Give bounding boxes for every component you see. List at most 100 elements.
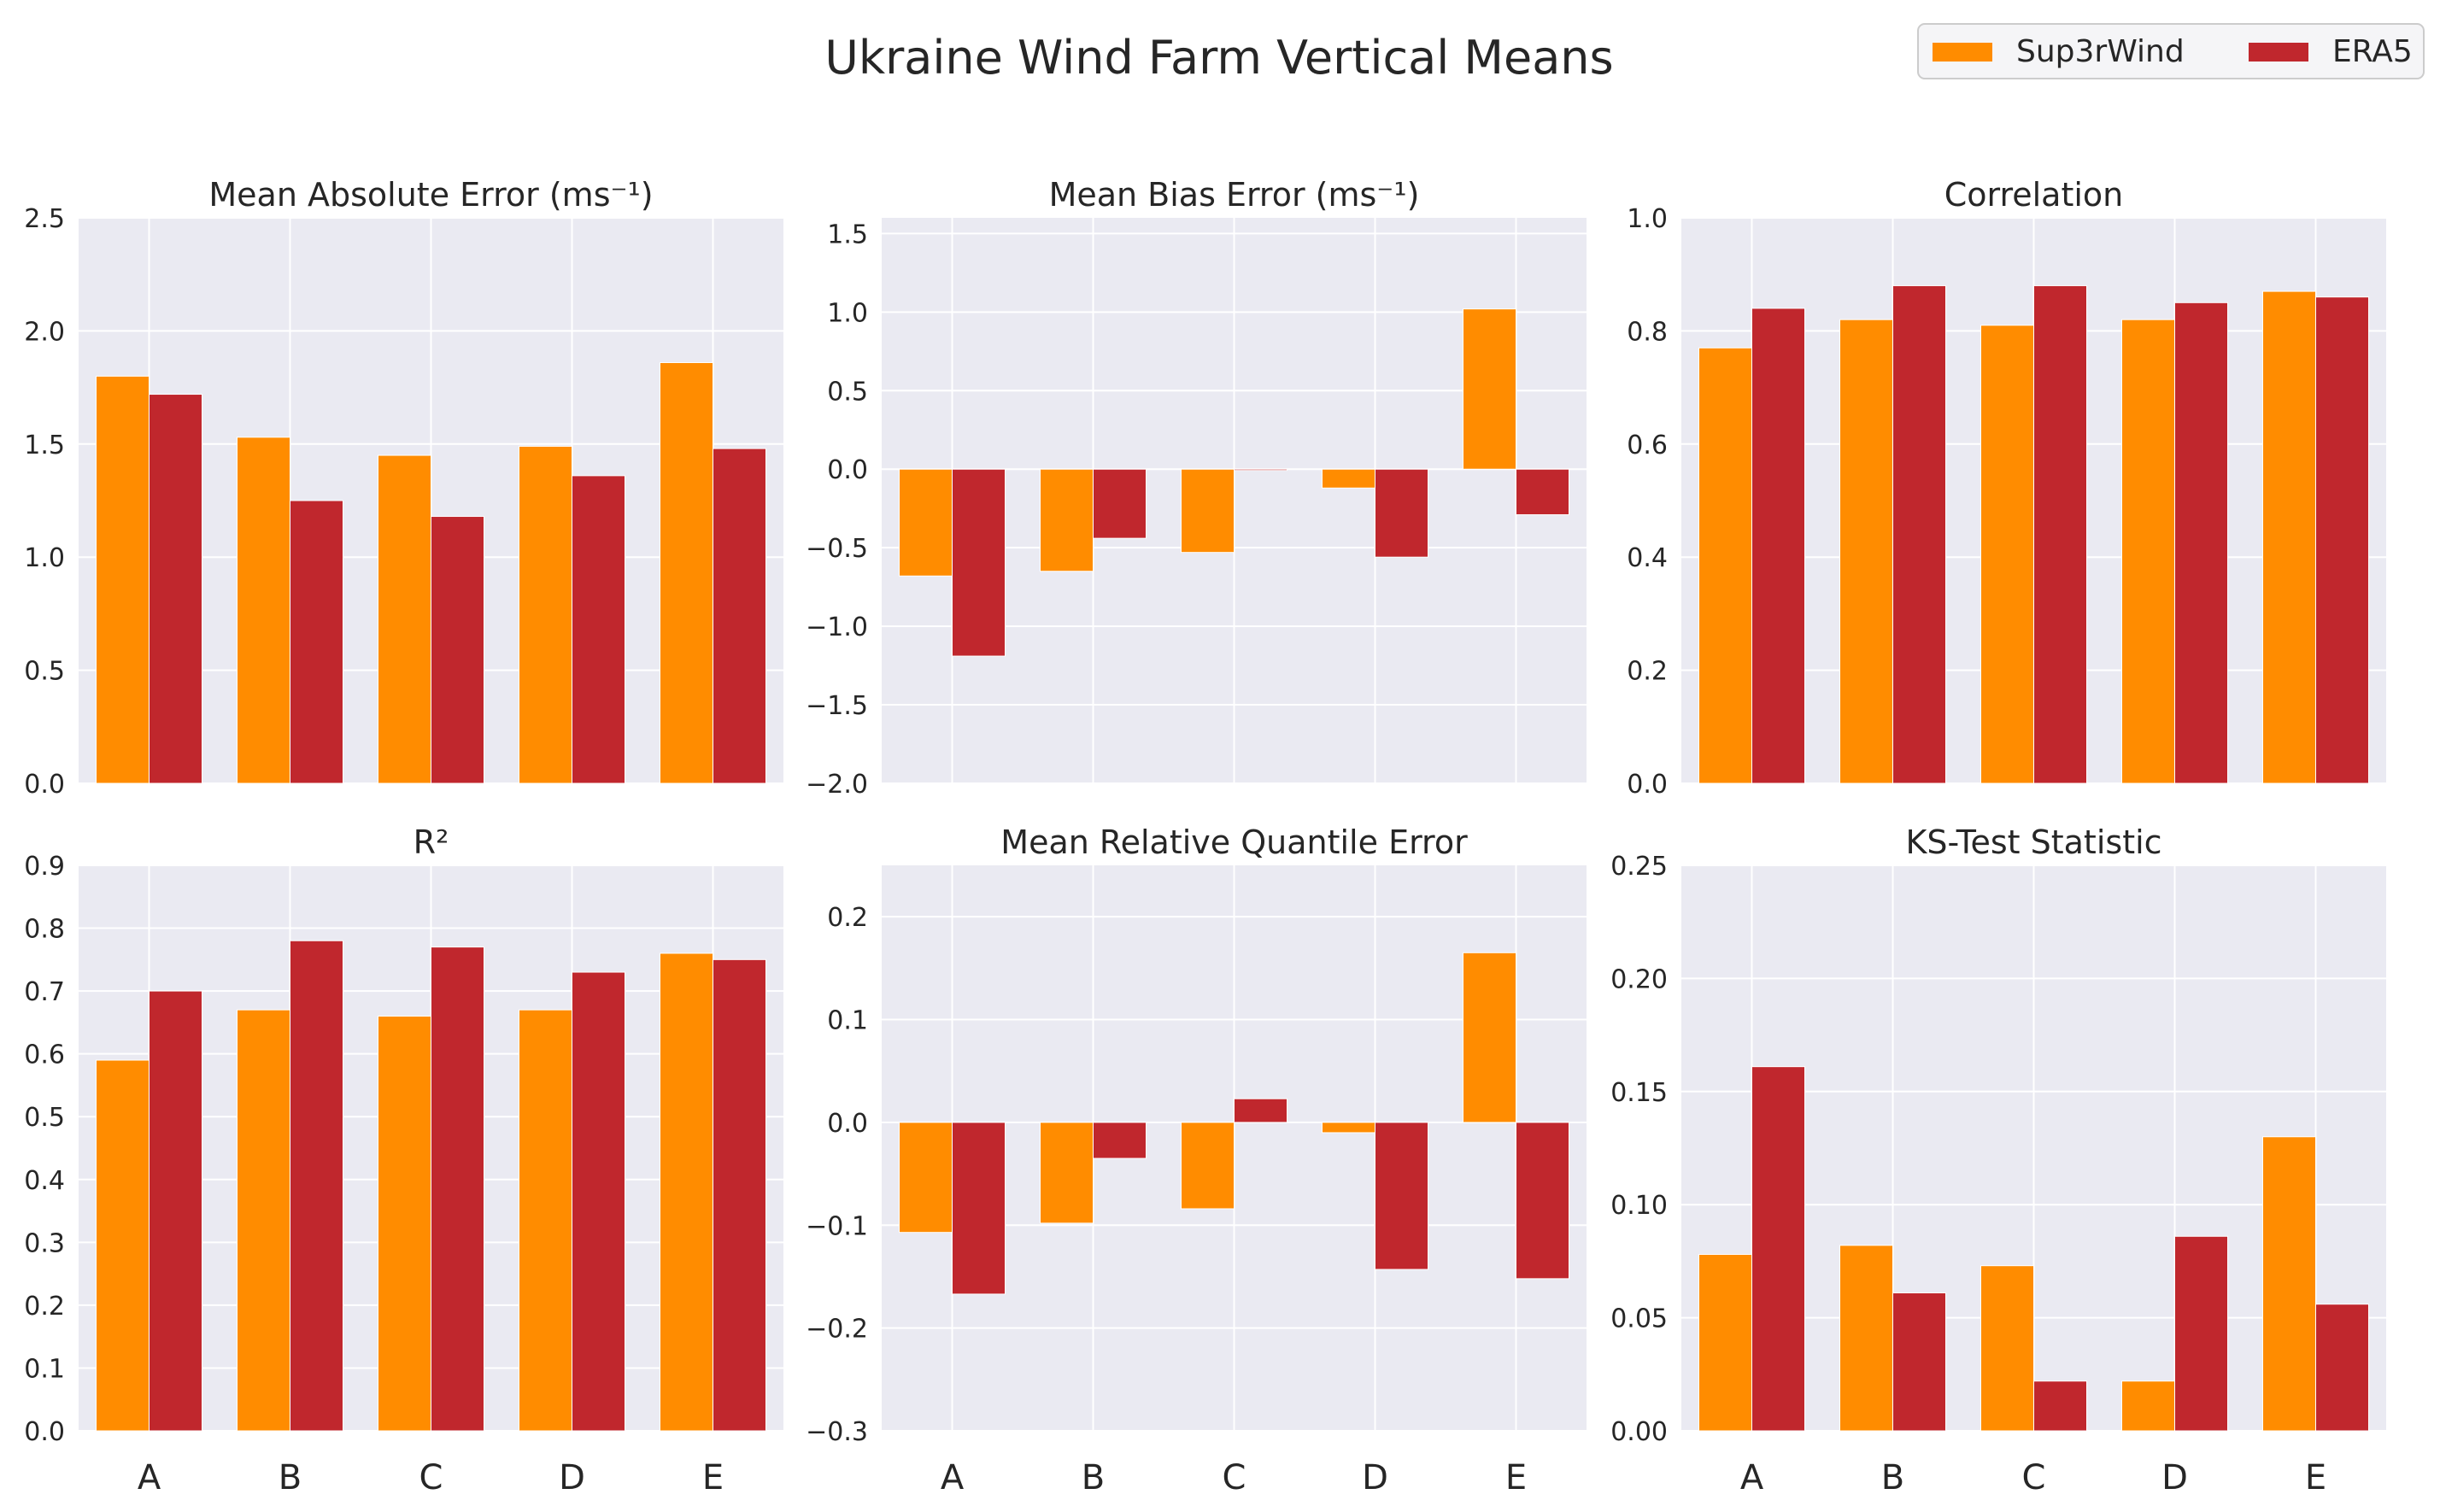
y-tick-label: 0.2 bbox=[24, 1292, 65, 1322]
y-tick-label: 0.0 bbox=[827, 455, 868, 485]
x-tick-label: C bbox=[419, 1458, 443, 1497]
y-tick-label: 0.5 bbox=[24, 657, 65, 687]
y-tick-label: −0.3 bbox=[806, 1417, 868, 1447]
x-tick-label: D bbox=[559, 1458, 585, 1497]
y-tick-label: 0.20 bbox=[1610, 964, 1668, 994]
x-tick-label: B bbox=[1881, 1458, 1904, 1497]
y-tick-label: 0.1 bbox=[24, 1354, 65, 1384]
bar-era5-a bbox=[1751, 308, 1805, 784]
bar-sup3rwind-a bbox=[899, 1122, 953, 1234]
y-tick-label: 0.0 bbox=[1627, 770, 1668, 800]
panel-title: Mean Bias Error (ms⁻¹) bbox=[1049, 176, 1420, 214]
y-tick-label: 0.4 bbox=[24, 1166, 65, 1196]
bar-sup3rwind-e bbox=[1463, 952, 1516, 1123]
bar-era5-d bbox=[572, 971, 625, 1432]
panel-title: R² bbox=[414, 823, 449, 861]
x-tick-label: E bbox=[2305, 1458, 2326, 1497]
y-tick-label: 1.0 bbox=[1627, 204, 1668, 234]
bar-era5-c bbox=[431, 946, 484, 1432]
panel-mrqe: −0.3 −0.2 −0.1 0.0 0.1 0.2 Mean Relative Quant… bbox=[806, 823, 1587, 1497]
panel-title: Mean Relative Quantile Error bbox=[1000, 823, 1468, 861]
y-tick-label: 0.05 bbox=[1610, 1304, 1668, 1334]
bar-sup3rwind-d bbox=[1322, 1122, 1375, 1134]
bar-sup3rwind-b bbox=[1839, 319, 1893, 784]
legend-swatch-era5 bbox=[2249, 43, 2308, 62]
bar-era5-e bbox=[2315, 296, 2369, 784]
y-tick-label: 0.6 bbox=[24, 1040, 65, 1070]
y-tick-label: 0.7 bbox=[24, 977, 65, 1007]
bar-era5-d bbox=[2174, 1235, 2228, 1432]
y-tick-label: 1.5 bbox=[827, 220, 868, 249]
y-tick-label: 1.0 bbox=[24, 543, 65, 573]
legend-swatch-sup3rwind bbox=[1933, 43, 1992, 62]
y-tick-label: 0.25 bbox=[1610, 852, 1668, 882]
panel-title: Mean Absolute Error (ms⁻¹) bbox=[208, 176, 653, 214]
bar-sup3rwind-c bbox=[1980, 325, 2034, 784]
bar-sup3rwind-b bbox=[237, 1009, 290, 1432]
bar-sup3rwind-e bbox=[660, 361, 713, 784]
bar-era5-e bbox=[713, 958, 766, 1432]
x-tick-label: D bbox=[1362, 1458, 1388, 1497]
y-tick-label: 0.5 bbox=[827, 377, 868, 407]
bar-era5-e bbox=[713, 448, 766, 784]
x-tick-label: A bbox=[138, 1458, 161, 1497]
bar-sup3rwind-c bbox=[378, 454, 431, 784]
y-tick-label: 2.0 bbox=[24, 317, 65, 347]
bar-era5-d bbox=[1375, 1122, 1428, 1270]
bar-era5-c bbox=[2033, 1380, 2087, 1432]
bar-sup3rwind-e bbox=[1463, 308, 1516, 470]
bar-era5-b bbox=[290, 940, 343, 1432]
bar-sup3rwind-a bbox=[96, 375, 150, 784]
bar-era5-b bbox=[1892, 284, 1946, 784]
y-tick-label: 0.0 bbox=[24, 770, 65, 800]
x-tick-label: E bbox=[1505, 1458, 1527, 1497]
legend-label-sup3rwind: Sup3rWind bbox=[2016, 34, 2185, 69]
y-tick-label: 1.0 bbox=[827, 298, 868, 328]
bar-sup3rwind-d bbox=[519, 1009, 572, 1432]
x-tick-label: C bbox=[1223, 1458, 1246, 1497]
bar-sup3rwind-c bbox=[1980, 1265, 2034, 1432]
bar-era5-a bbox=[149, 394, 202, 784]
y-tick-label: 0.4 bbox=[1627, 543, 1668, 573]
bar-era5-b bbox=[1892, 1292, 1946, 1432]
y-tick-label: −0.2 bbox=[806, 1315, 868, 1345]
bar-sup3rwind-e bbox=[660, 952, 713, 1432]
x-tick-label: A bbox=[941, 1458, 965, 1497]
bar-era5-e bbox=[1516, 468, 1569, 516]
x-tick-label: B bbox=[279, 1458, 302, 1497]
bar-era5-d bbox=[572, 475, 625, 784]
bar-sup3rwind-b bbox=[1839, 1245, 1893, 1432]
y-tick-label: 0.2 bbox=[1627, 657, 1668, 687]
bar-sup3rwind-d bbox=[1322, 468, 1375, 489]
bar-sup3rwind-e bbox=[2262, 1136, 2316, 1432]
y-tick-label: −0.1 bbox=[806, 1211, 868, 1241]
panel-r2: 0.0 0.1 0.2 0.3 0.4 0.5 0.6 0.7 0.8 0.9 R² A B C D E bbox=[24, 823, 783, 1497]
y-tick-label: 0.15 bbox=[1610, 1078, 1668, 1108]
panel-mbe: −2.0 −1.5 −1.0 −0.5 0.0 0.5 1.0 1.5 Mean Bias Er… bbox=[806, 176, 1587, 800]
bar-era5-c bbox=[2033, 284, 2087, 784]
y-tick-label: 0.6 bbox=[1627, 431, 1668, 460]
y-tick-label: 0.8 bbox=[24, 915, 65, 945]
bar-sup3rwind-b bbox=[237, 437, 290, 784]
bar-sup3rwind-e bbox=[2262, 290, 2316, 784]
panel-title: KS-Test Statistic bbox=[1905, 823, 2161, 861]
bar-era5-c bbox=[431, 516, 484, 784]
x-tick-label: A bbox=[1740, 1458, 1764, 1497]
y-tick-label: 0.1 bbox=[827, 1006, 868, 1036]
bar-era5-e bbox=[1516, 1122, 1569, 1280]
bar-sup3rwind-a bbox=[96, 1059, 150, 1432]
bar-sup3rwind-b bbox=[1040, 468, 1094, 572]
bar-sup3rwind-d bbox=[2121, 1380, 2175, 1432]
bar-era5-a bbox=[149, 990, 202, 1432]
legend-label-era5: ERA5 bbox=[2332, 34, 2413, 69]
y-tick-label: 2.5 bbox=[24, 204, 65, 234]
y-tick-label: 0.3 bbox=[24, 1228, 65, 1258]
bar-era5-a bbox=[1751, 1066, 1805, 1432]
panel-mae: 0.0 0.5 1.0 1.5 2.0 2.5 Mean Absolute Error (m… bbox=[24, 176, 783, 800]
y-tick-label: 0.10 bbox=[1610, 1191, 1668, 1221]
y-tick-label: 1.5 bbox=[24, 431, 65, 460]
y-tick-label: 0.00 bbox=[1610, 1417, 1668, 1447]
bar-era5-b bbox=[1093, 1122, 1147, 1159]
y-tick-label: 0.9 bbox=[24, 852, 65, 882]
